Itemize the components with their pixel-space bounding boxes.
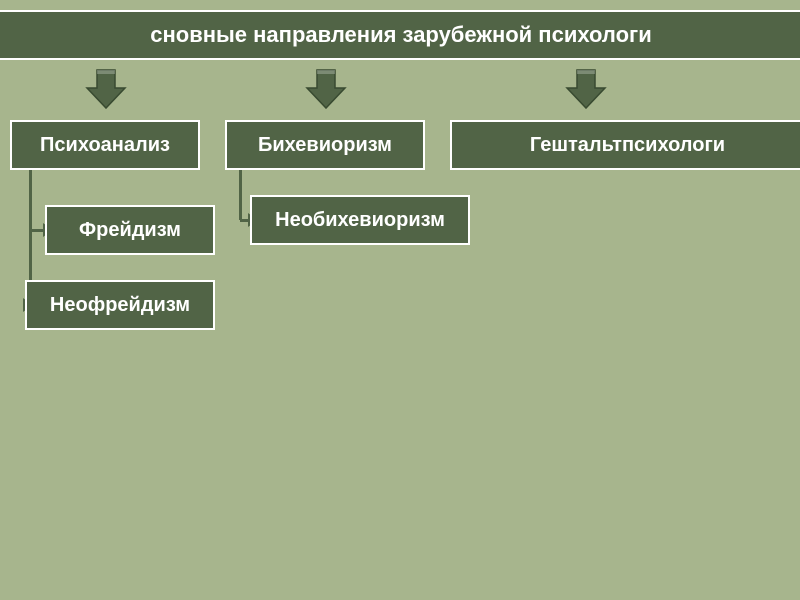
- diagram-node: сновные направления зарубежной психологи: [0, 10, 800, 60]
- diagram-node: Бихевиоризм: [225, 120, 425, 170]
- diagram-node: Психоанализ: [10, 120, 200, 170]
- arrow-down-icon: [85, 68, 127, 110]
- diagram-node: Неофрейдизм: [25, 280, 215, 330]
- arrow-down-icon: [305, 68, 347, 110]
- diagram-node: Фрейдизм: [45, 205, 215, 255]
- diagram-node: Необихевиоризм: [250, 195, 470, 245]
- arrow-down-icon: [565, 68, 607, 110]
- diagram-node: Гештальтпсихологи: [450, 120, 800, 170]
- connector: [239, 170, 242, 220]
- diagram-canvas: сновные направления зарубежной психологи…: [0, 0, 800, 600]
